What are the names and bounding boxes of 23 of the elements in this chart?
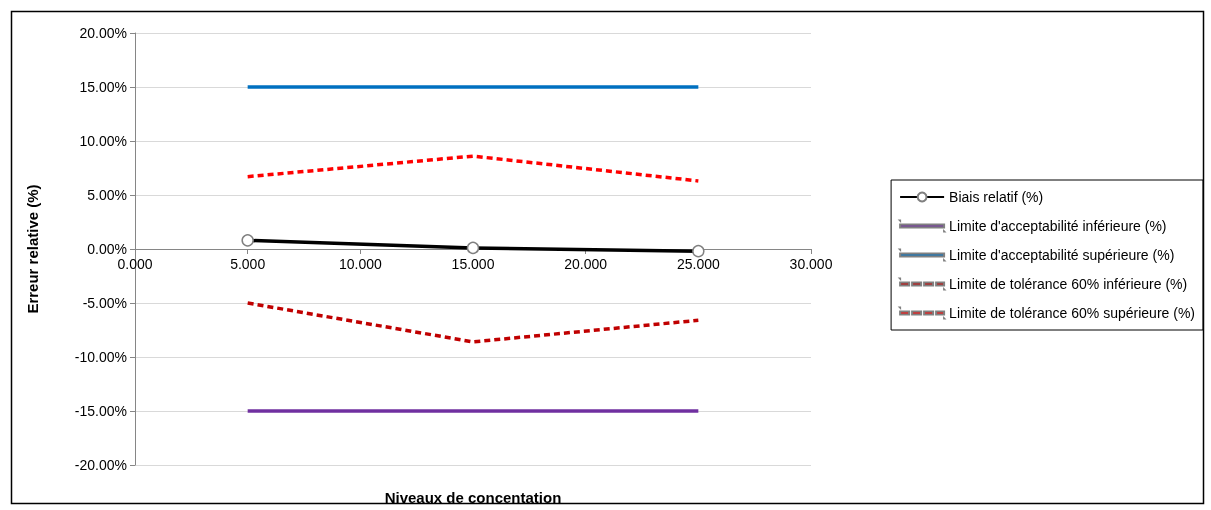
y-tick-label: -15.00% [74, 403, 127, 419]
legend-label: Limite de tolérance 60% supérieure (%) [949, 305, 1195, 321]
legend-label: Limite d'acceptabilité inférieure (%) [949, 218, 1167, 234]
x-tick-label: 0.000 [117, 256, 153, 272]
x-tick-label: 25.000 [676, 256, 720, 272]
x-tick-label: 5.000 [230, 256, 266, 272]
legend-label: Limite de tolérance 60% inférieure (%) [949, 276, 1188, 292]
x-tick-label: 10.000 [338, 256, 382, 272]
y-tick-label: -5.00% [82, 295, 127, 311]
x-axis-title: Niveaux de concentation [384, 489, 562, 506]
y-tick-label: -20.00% [74, 457, 127, 473]
y-tick-label: -10.00% [74, 349, 127, 365]
y-tick-label: 10.00% [79, 133, 127, 149]
legend-label: Biais relatif (%) [949, 189, 1044, 205]
x-tick-label: 30.000 [789, 256, 833, 272]
legend-label: Limite d'acceptabilité supérieure (%) [949, 247, 1175, 263]
y-tick-label: 0.00% [87, 241, 127, 257]
y-tick-label: 15.00% [79, 79, 127, 95]
y-tick-label: 5.00% [87, 187, 127, 203]
y-axis-title: Erreur relative (%) [24, 184, 41, 314]
x-tick-label: 20.000 [564, 256, 608, 272]
x-tick-label: 15.000 [451, 256, 495, 272]
y-tick-label: 20.00% [79, 25, 127, 41]
